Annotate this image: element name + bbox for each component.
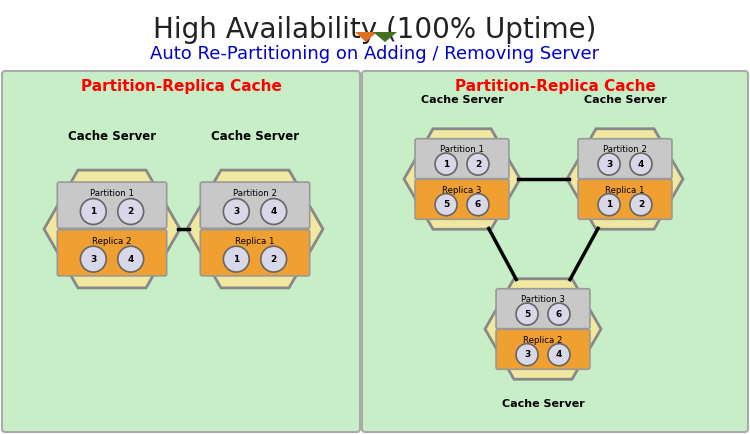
- Circle shape: [261, 199, 286, 224]
- Circle shape: [598, 194, 620, 216]
- Text: 2: 2: [475, 160, 481, 168]
- Text: 4: 4: [556, 350, 562, 359]
- Text: Cache Server: Cache Server: [421, 95, 503, 105]
- Polygon shape: [355, 32, 377, 42]
- Circle shape: [630, 153, 652, 175]
- Text: 4: 4: [638, 160, 644, 168]
- FancyBboxPatch shape: [2, 71, 360, 432]
- Polygon shape: [567, 129, 683, 229]
- Polygon shape: [44, 170, 180, 288]
- Text: Partition 1: Partition 1: [90, 189, 134, 198]
- Text: 3: 3: [606, 160, 612, 168]
- Text: 2: 2: [271, 255, 277, 263]
- Circle shape: [261, 246, 286, 272]
- Circle shape: [435, 153, 457, 175]
- FancyBboxPatch shape: [415, 179, 509, 219]
- Text: 1: 1: [233, 255, 239, 263]
- FancyBboxPatch shape: [57, 182, 166, 228]
- Polygon shape: [404, 129, 520, 229]
- FancyBboxPatch shape: [200, 230, 310, 276]
- Circle shape: [80, 246, 106, 272]
- Polygon shape: [373, 32, 397, 42]
- Text: Cache Server: Cache Server: [211, 130, 299, 143]
- Text: Partition 2: Partition 2: [233, 189, 277, 198]
- Text: 1: 1: [606, 200, 612, 209]
- Text: Replica 3: Replica 3: [442, 186, 482, 194]
- Text: Cache Server: Cache Server: [502, 399, 584, 409]
- Text: 1: 1: [443, 160, 449, 168]
- Text: 4: 4: [128, 255, 134, 263]
- Text: Replica 2: Replica 2: [92, 237, 132, 246]
- Text: 3: 3: [524, 350, 530, 359]
- Text: Replica 2: Replica 2: [524, 335, 562, 345]
- Polygon shape: [485, 279, 601, 379]
- Text: Partition 2: Partition 2: [603, 145, 647, 154]
- FancyBboxPatch shape: [200, 182, 310, 228]
- Text: 5: 5: [524, 309, 530, 319]
- Text: Replica 1: Replica 1: [605, 186, 645, 194]
- Text: Cache Server: Cache Server: [68, 130, 156, 143]
- Text: 3: 3: [233, 207, 239, 216]
- Text: Cache Server: Cache Server: [584, 95, 666, 105]
- FancyBboxPatch shape: [362, 71, 748, 432]
- Circle shape: [598, 153, 620, 175]
- Text: 2: 2: [128, 207, 134, 216]
- Text: 1: 1: [90, 207, 97, 216]
- FancyBboxPatch shape: [496, 329, 590, 369]
- Text: 5: 5: [443, 200, 449, 209]
- Text: 6: 6: [556, 309, 562, 319]
- Circle shape: [548, 303, 570, 325]
- Text: Partition 1: Partition 1: [440, 145, 484, 154]
- Text: 4: 4: [271, 207, 277, 216]
- Text: Partition 3: Partition 3: [521, 295, 565, 304]
- Text: Auto Re-Partitioning on Adding / Removing Server: Auto Re-Partitioning on Adding / Removin…: [151, 45, 599, 63]
- FancyBboxPatch shape: [578, 179, 672, 219]
- Circle shape: [548, 344, 570, 366]
- Circle shape: [467, 194, 489, 216]
- Text: High Availability (100% Uptime): High Availability (100% Uptime): [153, 16, 597, 44]
- FancyBboxPatch shape: [496, 289, 590, 329]
- Circle shape: [516, 303, 538, 325]
- Circle shape: [118, 246, 143, 272]
- Polygon shape: [187, 170, 323, 288]
- Text: Partition-Replica Cache: Partition-Replica Cache: [454, 79, 656, 94]
- Text: Replica 1: Replica 1: [236, 237, 274, 246]
- Circle shape: [224, 246, 249, 272]
- Circle shape: [467, 153, 489, 175]
- Circle shape: [80, 199, 106, 224]
- Circle shape: [118, 199, 143, 224]
- Circle shape: [516, 344, 538, 366]
- Circle shape: [435, 194, 457, 216]
- Text: Partition-Replica Cache: Partition-Replica Cache: [80, 79, 281, 94]
- Text: 2: 2: [638, 200, 644, 209]
- Text: 6: 6: [475, 200, 481, 209]
- FancyBboxPatch shape: [415, 139, 509, 179]
- Circle shape: [224, 199, 249, 224]
- Text: 3: 3: [90, 255, 97, 263]
- Circle shape: [630, 194, 652, 216]
- FancyBboxPatch shape: [57, 230, 166, 276]
- FancyBboxPatch shape: [578, 139, 672, 179]
